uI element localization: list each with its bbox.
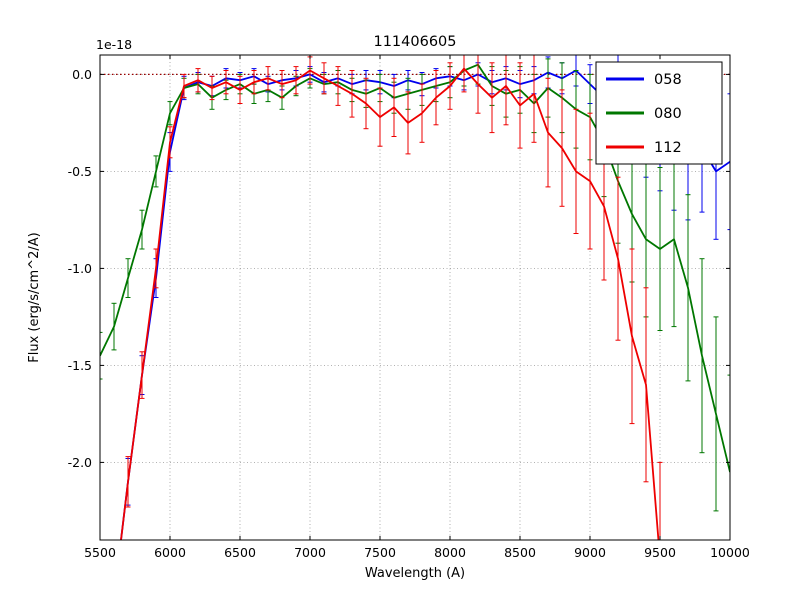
svg-text:-1.0: -1.0 xyxy=(68,261,92,276)
chart-title: 111406605 xyxy=(373,34,456,50)
svg-text:-1.5: -1.5 xyxy=(68,358,92,373)
svg-text:-2.0: -2.0 xyxy=(68,455,92,470)
svg-text:7000: 7000 xyxy=(294,545,326,560)
svg-text:0.0: 0.0 xyxy=(72,67,92,82)
x-axis-ticklabels: 5500 6000 6500 7000 7500 8000 8500 9000 9500 1000… xyxy=(84,545,750,560)
svg-text:10000: 10000 xyxy=(710,545,750,560)
svg-text:8500: 8500 xyxy=(504,545,536,560)
y-axis-label: Flux (erg/s/cm^2/A) xyxy=(27,232,42,362)
svg-text:9500: 9500 xyxy=(644,545,676,560)
svg-text:9000: 9000 xyxy=(574,545,606,560)
series-080-line xyxy=(100,63,730,473)
legend-label-058: 058 xyxy=(654,72,682,88)
y-offset-text: 1e-18 xyxy=(96,37,132,52)
svg-text:8000: 8000 xyxy=(434,545,466,560)
svg-text:6500: 6500 xyxy=(224,545,256,560)
x-axis-label: Wavelength (A) xyxy=(365,566,465,581)
legend-label-112: 112 xyxy=(654,140,682,156)
legend-label-080: 080 xyxy=(654,106,682,122)
svg-text:7500: 7500 xyxy=(364,545,396,560)
legend: 058 080 112 xyxy=(595,61,723,165)
y-axis-ticks xyxy=(100,73,730,463)
svg-text:6000: 6000 xyxy=(154,545,186,560)
svg-text:5500: 5500 xyxy=(84,545,116,560)
svg-text:-0.5: -0.5 xyxy=(68,164,92,179)
axes-frame xyxy=(99,54,731,541)
series-112-line xyxy=(120,67,660,540)
x-axis-ticks xyxy=(99,55,731,540)
y-axis-ticklabels: 0.0 -0.5 -1.0 -1.5 -2.0 xyxy=(68,67,92,470)
grid-lines xyxy=(99,55,731,540)
